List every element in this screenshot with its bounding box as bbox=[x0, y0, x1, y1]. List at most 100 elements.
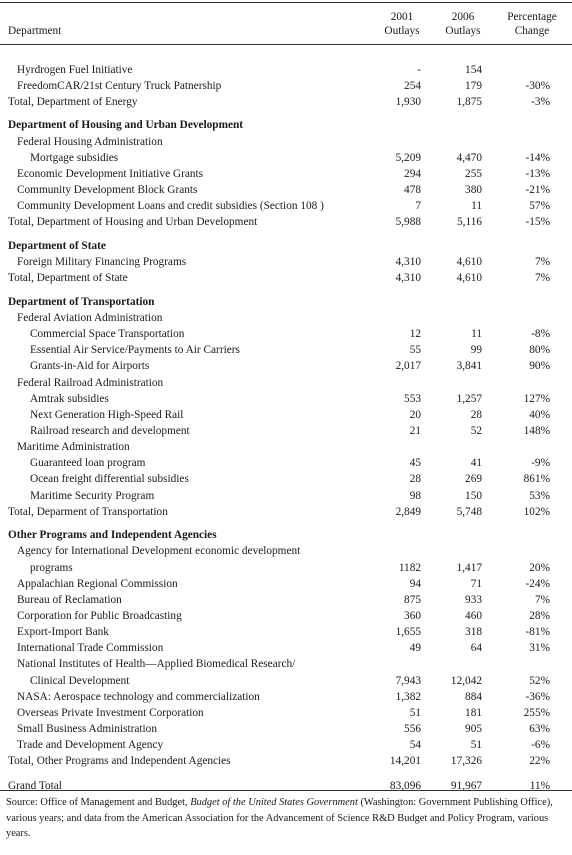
table-row: Guaranteed loan program 45 41 -9% bbox=[0, 456, 572, 472]
table-row: Overseas Private Investment Corporation 5… bbox=[0, 706, 572, 722]
row-label: Mortgage subsidies bbox=[30, 151, 119, 164]
header-department: Department bbox=[8, 25, 62, 37]
section-heading: Other Programs and Independent Agencies bbox=[8, 529, 217, 542]
outlay-2006-cell: 150 bbox=[465, 489, 482, 502]
table-row: Clinical Development 7,943 12,042 52% bbox=[0, 674, 572, 690]
row-label: Hyrdrogen Fuel Initiative bbox=[17, 63, 133, 76]
percent-change-cell: 31% bbox=[529, 642, 550, 655]
header-percentage-change: Percentage Change bbox=[507, 11, 557, 37]
percent-change-cell: 148% bbox=[523, 424, 550, 437]
percent-change-cell: 57% bbox=[529, 200, 550, 213]
section-heading: Department of State bbox=[8, 239, 106, 252]
row-spacer bbox=[0, 287, 572, 295]
row-label: Community Development Loans and credit s… bbox=[17, 200, 324, 213]
outlay-2006-cell: 1,257 bbox=[456, 392, 482, 405]
outlay-2006-cell: 460 bbox=[465, 610, 482, 622]
row-label: Total, Department of Housing and Urban D… bbox=[8, 216, 258, 229]
table-row: Maritime Administration bbox=[0, 440, 572, 456]
table-row: Trade and Development Agency 54 51 -6% bbox=[0, 738, 572, 754]
section-heading-row: Other Programs and Independent Agencies bbox=[0, 528, 572, 544]
table-row: Community Development Loans and credit s… bbox=[0, 199, 572, 215]
percent-change-cell: -13% bbox=[525, 167, 550, 180]
source-note: Source: Office of Management and Budget,… bbox=[6, 795, 568, 842]
row-label: Maritime Security Program bbox=[30, 489, 155, 502]
row-label: Grand Total bbox=[8, 779, 62, 792]
outlay-2001-cell: 5,988 bbox=[395, 216, 421, 229]
percent-change-cell: 63% bbox=[529, 722, 550, 735]
section-heading: Department of Transportation bbox=[8, 295, 155, 308]
table-row: Grants-in-Aid for Airports 2,017 3,841 90% bbox=[0, 359, 572, 375]
outlay-2006-cell: 4,470 bbox=[456, 151, 482, 164]
outlay-2001-cell: 98 bbox=[409, 489, 421, 502]
outlay-2001-cell: 556 bbox=[404, 722, 421, 735]
percent-change-cell: 40% bbox=[529, 408, 550, 421]
table-row: Hyrdrogen Fuel Initiative - 154 bbox=[0, 63, 572, 79]
row-label: International Trade Commission bbox=[17, 642, 164, 655]
percent-change-cell: -6% bbox=[531, 739, 550, 752]
percent-change-cell: 11% bbox=[529, 779, 550, 792]
row-label: Amtrak subsidies bbox=[30, 392, 109, 405]
percent-change-cell: 20% bbox=[529, 561, 550, 574]
table-row: Small Business Administration 556 905 63% bbox=[0, 722, 572, 738]
table-row: Mortgage subsidies 5,209 4,470 -14% bbox=[0, 151, 572, 167]
table-row: programs 1182 1,417 20% bbox=[0, 561, 572, 577]
percent-change-cell: 53% bbox=[529, 489, 550, 502]
table-row: Community Development Block Grants 478 380… bbox=[0, 183, 572, 199]
percent-change-cell: -3% bbox=[531, 95, 550, 108]
percent-change-cell: 255% bbox=[523, 706, 550, 719]
outlay-2001-cell: 1182 bbox=[398, 561, 421, 574]
row-label: Trade and Development Agency bbox=[17, 739, 164, 752]
row-label: Small Business Administration bbox=[17, 722, 157, 735]
table-row: Federal Railroad Administration bbox=[0, 376, 572, 392]
outlay-2001-cell: 4,310 bbox=[395, 256, 421, 269]
percent-change-cell: 102% bbox=[523, 505, 550, 518]
outlay-2001-cell: 1,382 bbox=[395, 690, 421, 703]
table-row: Total, Department of State 4,310 4,610 7% bbox=[0, 271, 572, 287]
table-row: Grand Total 83,096 91,967 11% bbox=[0, 779, 572, 795]
row-label: Overseas Private Investment Corporation bbox=[17, 706, 204, 719]
row-label: Essential Air Service/Payments to Air Ca… bbox=[30, 344, 240, 357]
outlay-2006-cell: 1,417 bbox=[456, 561, 482, 574]
percent-change-cell: 7% bbox=[534, 256, 550, 269]
source-prefix: Source: Office of Management and Budget, bbox=[6, 797, 191, 808]
table-row: Federal Housing Administration bbox=[0, 135, 572, 151]
table-body: Hyrdrogen Fuel Initiative - 154 FreedomCAR/… bbox=[0, 55, 572, 795]
percent-change-cell: -15% bbox=[525, 216, 550, 229]
row-spacer bbox=[0, 770, 572, 779]
percent-change-cell: -8% bbox=[531, 328, 550, 341]
outlay-2001-cell: 1,930 bbox=[395, 95, 421, 108]
row-label: Railroad research and development bbox=[30, 424, 190, 437]
outlay-2006-cell: 4,610 bbox=[456, 256, 482, 269]
outlay-2006-cell: 99 bbox=[470, 344, 482, 357]
outlay-2001-cell: 21 bbox=[409, 424, 421, 437]
outlay-2006-cell: 1,875 bbox=[456, 95, 482, 108]
outlay-2001-cell: 14,201 bbox=[389, 755, 421, 768]
outlay-2001-cell: 20 bbox=[409, 408, 421, 421]
table-row: Maritime Security Program 98 150 53% bbox=[0, 489, 572, 505]
outlay-2006-cell: 51 bbox=[470, 739, 482, 752]
row-spacer bbox=[0, 231, 572, 239]
outlay-2006-cell: 154 bbox=[465, 63, 482, 76]
table-row: Foreign Military Financing Programs 4,310… bbox=[0, 255, 572, 271]
row-label: Community Development Block Grants bbox=[17, 183, 198, 196]
outlay-2006-cell: 884 bbox=[465, 690, 482, 703]
table-row: Essential Air Service/Payments to Air Ca… bbox=[0, 343, 572, 359]
table-row: International Trade Commission 49 64 31% bbox=[0, 641, 572, 657]
percent-change-cell: -36% bbox=[525, 690, 550, 703]
row-label: Federal Housing Administration bbox=[17, 135, 163, 148]
row-label: Clinical Development bbox=[30, 674, 130, 687]
percent-change-cell: 90% bbox=[529, 360, 550, 373]
row-label: Next Generation High-Speed Rail bbox=[30, 408, 184, 421]
row-label: Corporation for Public Broadcasting bbox=[17, 610, 182, 622]
table-row: FreedomCAR/21st Century Truck Patnership… bbox=[0, 79, 572, 95]
outlay-2001-cell: 478 bbox=[404, 183, 421, 196]
outlay-2001-cell: 254 bbox=[404, 79, 421, 92]
section-heading-row: Department of State bbox=[0, 239, 572, 255]
row-label: FreedomCAR/21st Century Truck Patnership bbox=[17, 79, 222, 92]
percent-change-cell: 22% bbox=[529, 755, 550, 768]
table-row: Ocean freight differential subsidies 28 26… bbox=[0, 472, 572, 488]
table-row: Amtrak subsidies 553 1,257 127% bbox=[0, 392, 572, 408]
row-label: Foreign Military Financing Programs bbox=[17, 256, 187, 269]
outlay-2006-cell: 91,967 bbox=[450, 779, 482, 792]
table-header: Department 2001 Outlays 2006 Outlays Perce… bbox=[0, 4, 572, 44]
